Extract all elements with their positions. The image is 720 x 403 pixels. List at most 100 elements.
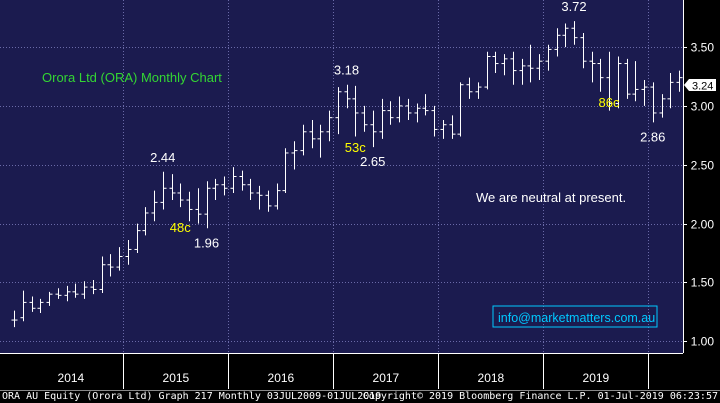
ohlc-bar [282, 148, 289, 193]
ohlc-bar [615, 56, 622, 109]
ohlc-bar [440, 120, 447, 139]
ohlc-bar [195, 188, 202, 224]
ohlc-bar [247, 178, 254, 201]
ohlc-bar [55, 288, 62, 299]
ohlc-bar [134, 223, 141, 253]
ohlc-bar [562, 23, 569, 48]
ohlc-bar [589, 51, 596, 83]
x-tick-label: 2019 [583, 371, 610, 385]
x-tick-label: 2015 [163, 371, 190, 385]
last-price-tag: 3.24 [684, 79, 716, 93]
ohlc-bar [370, 110, 377, 148]
ohlc-bar [125, 240, 132, 265]
y-tick-label: 3.50 [691, 41, 715, 55]
ohlc-bar [160, 171, 167, 210]
ohlc-bar [545, 44, 552, 71]
price-annotation: 1.96 [194, 235, 219, 250]
ohlc-bar [37, 298, 44, 313]
ohlc-bar [431, 105, 438, 137]
ohlc-bar [239, 170, 246, 191]
ohlc-bar [265, 190, 272, 212]
annotations: 2.44 1.96 3.18 2.65 3.72 2.86 48c 53c 86c [150, 0, 665, 250]
ohlc-bar [361, 105, 368, 132]
ohlc-bar [632, 61, 639, 102]
ohlc-bar [221, 176, 228, 196]
ohlc-bar [387, 101, 394, 125]
ohlc-bar [405, 98, 412, 121]
watermark-box: info@marketmatters.com.au [492, 305, 658, 328]
ohlc-bar [107, 254, 114, 277]
ohlc-bar [169, 174, 176, 201]
ohlc-bar [256, 185, 263, 210]
comment-text: We are neutral at present. [476, 190, 626, 205]
ohlc-bar [335, 87, 342, 135]
x-tick-label: 2016 [268, 371, 295, 385]
ohlc-bar [641, 80, 648, 106]
ohlc-bar [449, 115, 456, 139]
ohlc-bar [519, 58, 526, 85]
ohlc-bar [20, 290, 27, 322]
ohlc-bar [230, 167, 237, 193]
ohlc-bars [11, 21, 683, 328]
ohlc-bar [29, 296, 36, 312]
ohlc-bar [676, 70, 683, 92]
ohlc-bar [64, 285, 71, 302]
price-annotation: 3.72 [561, 0, 586, 14]
ohlc-bar [659, 94, 666, 118]
ohlc-bar [46, 291, 53, 306]
y-tick-label: 2.50 [691, 159, 715, 173]
ohlc-bar [151, 190, 158, 222]
y-tick-label: 3.00 [691, 100, 715, 114]
ohlc-bar [274, 183, 281, 210]
ohlc-bar [667, 72, 674, 109]
ohlc-bar [186, 191, 193, 222]
ohlc-bar [396, 96, 403, 123]
ohlc-bar [11, 310, 18, 328]
ohlc-bar [300, 124, 307, 156]
ohlc-bar [142, 207, 149, 236]
plot-area [0, 0, 683, 353]
x-axis-strip [0, 353, 720, 390]
ohlc-bar [624, 58, 631, 99]
ohlc-bar [466, 77, 473, 99]
ohlc-bar [309, 120, 316, 149]
ohlc-bar [510, 51, 517, 85]
ohlc-bar [99, 256, 106, 293]
ohlc-bar [317, 124, 324, 158]
ohlc-bar [501, 54, 508, 76]
last-price-label: 3.24 [692, 81, 713, 93]
footer-right: Copyright© 2019 Bloomberg Finance L.P. 0… [363, 391, 718, 402]
ohlc-bar [177, 183, 184, 208]
price-annotation: 2.86 [640, 129, 665, 144]
move-annotation: 48c [170, 220, 191, 235]
price-annotation: 2.65 [360, 154, 385, 169]
ohlc-bar [571, 21, 578, 45]
ohlc-bar [457, 82, 464, 137]
move-annotation: 86c [599, 95, 620, 110]
ohlc-bar [414, 103, 421, 123]
ohlc-bar [72, 283, 79, 298]
y-axis-strip [683, 0, 720, 353]
ohlc-bar [326, 110, 333, 142]
ohlc-bar [422, 94, 429, 116]
chart-title: Orora Ltd (ORA) Monthly Chart [42, 70, 222, 85]
y-axis: 1.00 1.50 2.00 2.50 3.00 3.50 [683, 0, 720, 353]
x-tick-label: 2017 [373, 371, 400, 385]
y-tick-label: 1.00 [691, 335, 715, 349]
move-annotation: 53c [345, 140, 366, 155]
ohlc-bar [475, 82, 482, 99]
ohlc-bar [484, 51, 491, 90]
ohlc-bar [554, 28, 561, 57]
ohlc-bar [379, 98, 386, 139]
y-tick-label: 1.50 [691, 276, 715, 290]
y-tick-label: 2.00 [691, 218, 715, 232]
ohlc-bar [606, 51, 613, 111]
ohlc-bar [116, 247, 123, 271]
x-tick-label: 2014 [58, 371, 85, 385]
price-annotation: 3.18 [334, 63, 359, 78]
ohlc-bar [81, 281, 88, 299]
footer-left: ORA AU Equity (Orora Ltd) Graph 217 Mont… [2, 391, 381, 402]
price-annotation: 2.44 [150, 150, 175, 165]
